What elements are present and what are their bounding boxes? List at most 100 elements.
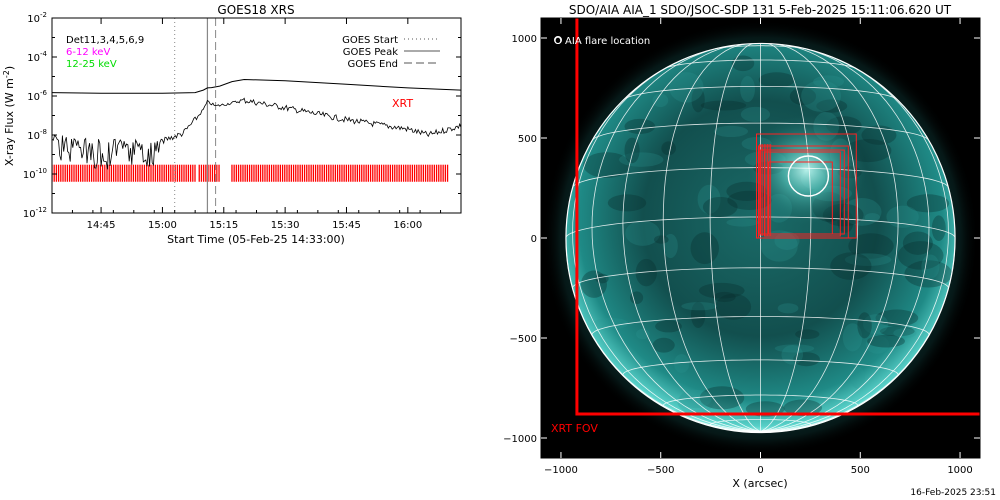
goes-y-tick-exp: -10 [36,167,47,175]
sun-texture-blob [848,233,894,259]
sun-texture-blob [726,218,759,227]
goes-long-channel-line [52,78,461,94]
goes-title: GOES18 XRS [217,3,294,17]
sun-texture-blob [864,212,881,222]
aia-image-content [542,18,980,456]
sun-texture-blob [699,386,745,410]
sun-texture-blob [715,293,752,320]
aia-flare-location-marker [787,155,830,197]
sun-texture-blob [844,253,892,266]
goes-x-tick-label: 15:15 [209,220,238,231]
sun-texture-blob [758,72,795,88]
sun-texture-blob [830,252,872,280]
goes-legend-left-entry: Det11,3,4,5,6,9 [66,35,144,46]
sun-texture-blob [625,220,661,246]
goes-y-axis-label: X-ray Flux (W m-2) [2,66,16,166]
aia-y-tick-label: 1000 [512,34,537,45]
sun-texture-blob [700,100,747,111]
goes-series [52,78,461,170]
sun-texture-blob [652,93,669,108]
goes-x-tick-label: 14:45 [87,220,116,231]
sun-texture-blob [867,334,905,348]
xrt-fov-outline [575,18,980,416]
sun-texture-blob [863,314,889,335]
goes-y-tick-exp: -6 [40,89,48,97]
sun-texture-blob [904,260,953,288]
sun-texture-blob [931,215,946,242]
goes-y-tick-base: 10 [23,209,36,220]
goes-legend-left-entry: 12-25 keV [66,59,117,70]
aia-y-ticks: 1000 500 0 −500 −1000 [503,34,980,445]
aia-x-tick-label: 500 [851,465,870,476]
sun-texture-blob [740,106,771,122]
goes-y-tick-base: 10 [27,53,40,64]
sun-texture-blob [893,328,917,338]
goes-x-tick-label: 15:30 [271,220,300,231]
sun-texture-blob [652,337,675,353]
sun-texture-blob [636,328,650,340]
aia-x-ticks: −1000 −500 0 500 1000 [544,18,973,476]
sun-grid-line [760,58,949,432]
sun-texture-blob [583,152,631,179]
goes-short-channel-line [52,97,461,170]
sun-limb [565,42,956,434]
sun-texture-blob [663,233,678,259]
goes-y-tick-exp: -4 [40,50,48,58]
sun-texture-blob [781,344,804,365]
sun-texture-blob [713,291,736,303]
sun-texture-blob [702,196,738,218]
goes-y-tick-base: 10 [27,92,40,103]
sun-texture-blob [902,231,933,255]
xrt-pointing-box [758,145,849,239]
aia-image: SDO/AIA AIA_1 SDO/JSOC-SDP 131 5-Feb-202… [503,3,981,490]
sun-texture-blob [740,75,756,103]
sun-texture-blob [624,118,656,134]
aia-x-tick-label: 0 [757,465,763,476]
aia-y-tick-label: 500 [518,134,537,145]
sun-texture-blob [842,323,863,352]
sun-texture-blob [624,137,640,164]
goes-x-tick-label: 15:00 [148,220,177,231]
active-region-glow [746,115,867,225]
goes-xrt-bars [52,164,449,182]
sun-grid-line [709,43,761,432]
sun-texture-blob [580,270,607,298]
sun-texture-blob [793,352,820,367]
goes-y-tick-exp: -2 [40,11,47,19]
sun-grid-line [591,48,761,432]
goes-legend-right-entry: GOES End [348,59,398,70]
goes-y-tick-label: 10-4 [27,50,47,64]
sun-texture-blob [690,301,706,329]
goes-y-tick-label: 10-12 [23,206,47,220]
sun-texture-blob [813,75,844,88]
goes-y-tick-label: 10-2 [27,11,47,25]
goes-legend-right-entry: GOES Start [342,35,398,46]
sun-texture-blob [690,232,719,265]
goes-y-label-close: ) [3,66,16,70]
aia-legend-text: O AIA flare location [554,36,650,47]
sun-texture-blob [661,141,676,156]
sun-grid-line [760,43,859,432]
sun-texture-blob [921,254,940,279]
aia-y-tick-label: −1000 [503,434,537,445]
sun-texture-blob [886,205,919,228]
aia-x-tick-label: 1000 [947,465,972,476]
sun-texture-blob [850,366,865,389]
sun-grid-line [662,43,761,432]
goes-y-tick-base: 10 [27,14,40,25]
sun-texture-blob [760,230,798,262]
aia-x-tick-label: −1000 [544,465,578,476]
goes-y-label-sup: -2 [2,70,11,78]
goes-x-tick-label: 16:00 [393,220,422,231]
goes-x-ticks: 14:45 15:00 15:15 15:30 15:45 16:00 [51,18,462,231]
sun-texture-blob [669,72,704,103]
aia-y-tick-label: −500 [510,334,537,345]
aia-x-axis-label: X (arcsec) [732,477,787,490]
xrt-fov-label: XRT FOV [551,422,598,435]
goes-y-tick-label: 10-8 [27,128,47,142]
sun-texture-blob [857,312,872,339]
sun-texture-blob [789,87,817,106]
